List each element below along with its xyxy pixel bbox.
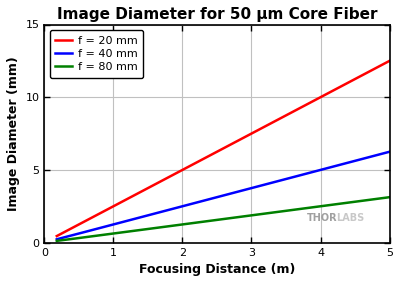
f = 20 mm [212, 151, 217, 155]
Text: THOR: THOR [307, 213, 337, 223]
X-axis label: Focusing Distance (m): Focusing Distance (m) [139, 263, 295, 276]
f = 40 mm [234, 190, 239, 194]
f = 80 mm [234, 216, 239, 219]
Line: f = 20 mm: f = 20 mm [57, 61, 390, 236]
f = 80 mm [379, 196, 384, 200]
f = 80 mm [214, 218, 219, 222]
f = 40 mm [54, 238, 59, 241]
Text: LABS: LABS [336, 213, 364, 223]
f = 80 mm [327, 203, 332, 207]
f = 40 mm [327, 166, 332, 169]
f = 80 mm [212, 218, 217, 222]
f = 20 mm [387, 59, 392, 63]
f = 20 mm [327, 91, 332, 94]
f = 40 mm [214, 196, 219, 199]
f = 80 mm [252, 213, 257, 216]
Title: Image Diameter for 50 µm Core Fiber: Image Diameter for 50 µm Core Fiber [57, 7, 377, 22]
Line: f = 80 mm: f = 80 mm [57, 197, 390, 241]
f = 20 mm [379, 63, 384, 67]
f = 40 mm [252, 186, 257, 189]
f = 20 mm [214, 150, 219, 153]
f = 40 mm [387, 150, 392, 153]
f = 40 mm [379, 152, 384, 156]
f = 80 mm [54, 239, 59, 243]
f = 20 mm [54, 234, 59, 238]
f = 20 mm [234, 140, 239, 143]
f = 80 mm [387, 196, 392, 199]
f = 40 mm [212, 196, 217, 200]
f = 20 mm [252, 130, 257, 134]
Y-axis label: Image Diameter (mm): Image Diameter (mm) [7, 56, 20, 211]
Legend: f = 20 mm, f = 40 mm, f = 80 mm: f = 20 mm, f = 40 mm, f = 80 mm [50, 30, 143, 78]
Line: f = 40 mm: f = 40 mm [57, 152, 390, 239]
